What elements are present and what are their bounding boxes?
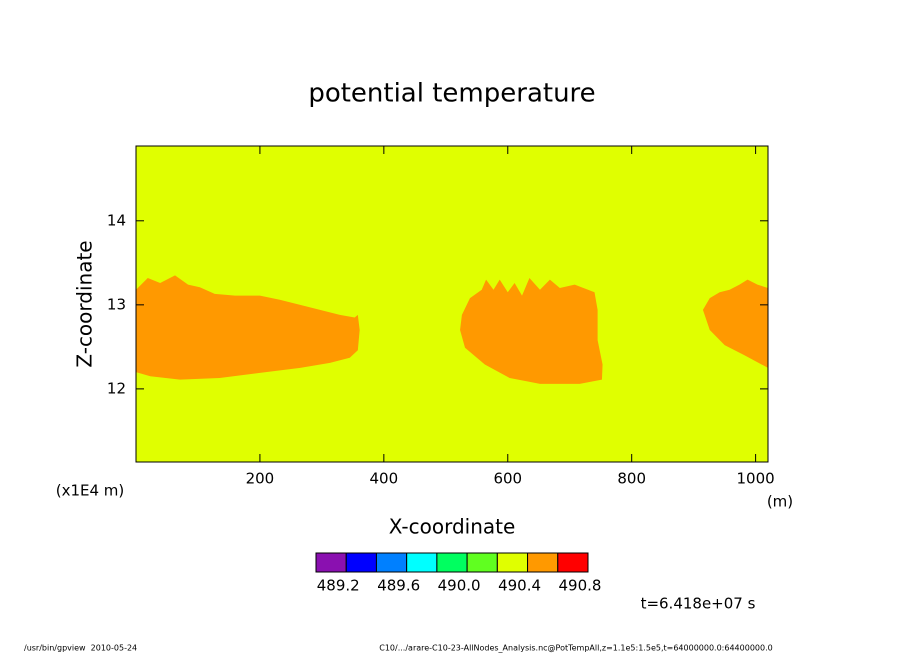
chart-title: potential temperature: [308, 79, 595, 109]
y-unit: (x1E4 m): [56, 482, 125, 500]
colorbar-box: [345, 552, 377, 573]
colorbar-box: [315, 552, 347, 573]
x-axis-label: X-coordinate: [389, 515, 516, 539]
colorbar-label: 490.4: [498, 577, 541, 595]
plot-frame: [135, 145, 769, 463]
colorbar-label: 490.0: [438, 577, 481, 595]
y-tick-label: 13: [107, 295, 126, 313]
colorbar-box: [375, 552, 408, 573]
regions: [136, 275, 768, 384]
footer-right: C10/.../arare-C10-23-AllNodes_Analysis.n…: [379, 644, 772, 653]
x-tick-label: 600: [493, 470, 522, 488]
x-unit: (m): [767, 493, 793, 511]
colorbar-box: [527, 552, 559, 573]
footer-left: /usr/bin/gpview 2010-05-24: [24, 644, 137, 653]
colorbar-box: [466, 552, 498, 573]
x-tick-label: 200: [246, 470, 275, 488]
colorbar-box: [496, 552, 529, 573]
colorbar-label: 489.6: [377, 577, 420, 595]
colorbar-box: [406, 552, 438, 573]
x-tick-label: 1000: [737, 470, 775, 488]
x-tick-label: 800: [617, 470, 646, 488]
contour-region: [702, 279, 768, 368]
time-label: t=6.418e+07 s: [641, 595, 756, 613]
y-axis-label: Z-coordinate: [73, 240, 97, 367]
colorbar-label: 489.2: [317, 577, 360, 595]
colorbar-box: [436, 552, 468, 573]
colorbar-label: 490.8: [559, 577, 602, 595]
colorbar-box: [557, 552, 589, 573]
x-tick-label: 400: [370, 470, 399, 488]
y-tick-label: 14: [107, 211, 126, 229]
contour-region: [136, 275, 360, 380]
contour-region: [460, 277, 603, 384]
y-tick-label: 12: [107, 379, 126, 397]
